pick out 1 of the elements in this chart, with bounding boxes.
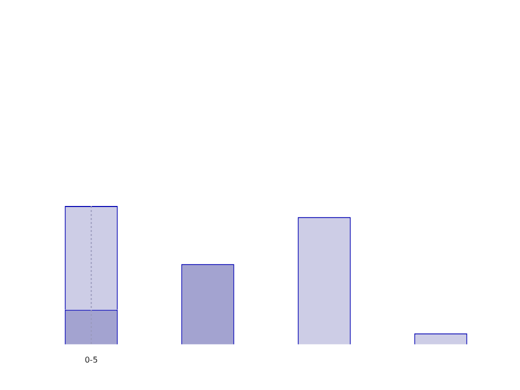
x-tick-label: 0-5 [84, 355, 98, 364]
